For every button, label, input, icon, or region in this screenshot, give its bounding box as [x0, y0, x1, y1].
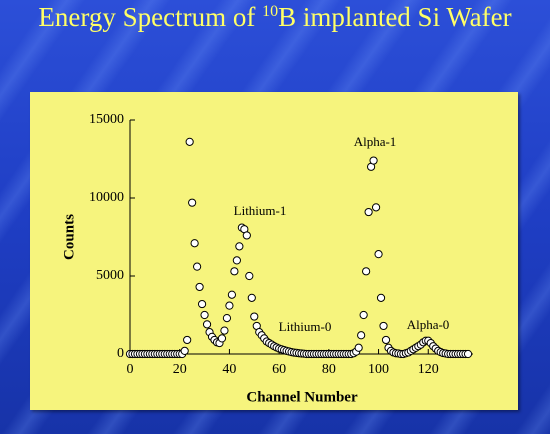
annotation: Lithium-0: [279, 319, 332, 334]
data-point: [202, 320, 212, 329]
y-tick-label: 15000: [89, 112, 124, 127]
x-tick-label: 40: [222, 362, 236, 377]
data-point: [180, 346, 189, 355]
data-point: [200, 310, 209, 320]
data-point: [362, 267, 371, 276]
data-point: [193, 262, 202, 271]
data-point: [379, 321, 388, 331]
data-point: [195, 282, 204, 292]
title-text: Energy Spectrum of: [38, 2, 263, 32]
y-tick-label: 0: [117, 346, 124, 361]
title-superscript: 10: [262, 3, 279, 20]
data-point: [376, 293, 386, 302]
data-point: [220, 326, 229, 335]
data-point: [245, 271, 254, 281]
x-tick-label: 120: [418, 362, 439, 377]
data-point: [227, 290, 237, 299]
data-point: [381, 335, 391, 345]
annotation: Alpha-1: [354, 134, 397, 149]
data-point: [369, 156, 378, 165]
data-point: [242, 231, 251, 240]
data-point: [230, 267, 239, 276]
x-axis-label: Channel Number: [246, 389, 358, 405]
x-tick-label: 80: [322, 362, 336, 377]
data-point: [183, 335, 192, 345]
y-tick-label: 10000: [89, 190, 124, 205]
data-point: [371, 203, 381, 212]
data-point: [354, 343, 363, 352]
data-point: [235, 242, 244, 251]
chart-panel: [30, 92, 518, 410]
data-point: [364, 207, 373, 217]
slide-title: Energy Spectrum of 10B implanted Si Wafe…: [0, 2, 550, 33]
x-tick-label: 60: [272, 362, 286, 377]
y-axis-label: Counts: [61, 214, 77, 260]
x-tick-label: 0: [127, 362, 134, 377]
data-point: [217, 334, 227, 343]
title-text: B implanted Si Wafer: [278, 2, 512, 32]
data-point: [188, 198, 197, 207]
data-point: [463, 349, 473, 359]
x-tick-label: 100: [368, 362, 389, 377]
data-point: [225, 301, 234, 310]
data-point: [185, 137, 194, 146]
data-point: [359, 310, 368, 320]
data-point: [190, 239, 199, 248]
annotation: Alpha-0: [407, 317, 450, 332]
data-point: [197, 299, 207, 309]
data-point: [247, 293, 256, 302]
annotation: Lithium-1: [234, 203, 287, 218]
data-point: [222, 314, 232, 323]
x-tick-label: 20: [173, 362, 187, 377]
y-tick-label: 5000: [96, 268, 124, 283]
data-point: [357, 331, 366, 340]
data-point: [232, 256, 241, 265]
data-point: [374, 250, 383, 259]
data-point: [250, 312, 259, 321]
